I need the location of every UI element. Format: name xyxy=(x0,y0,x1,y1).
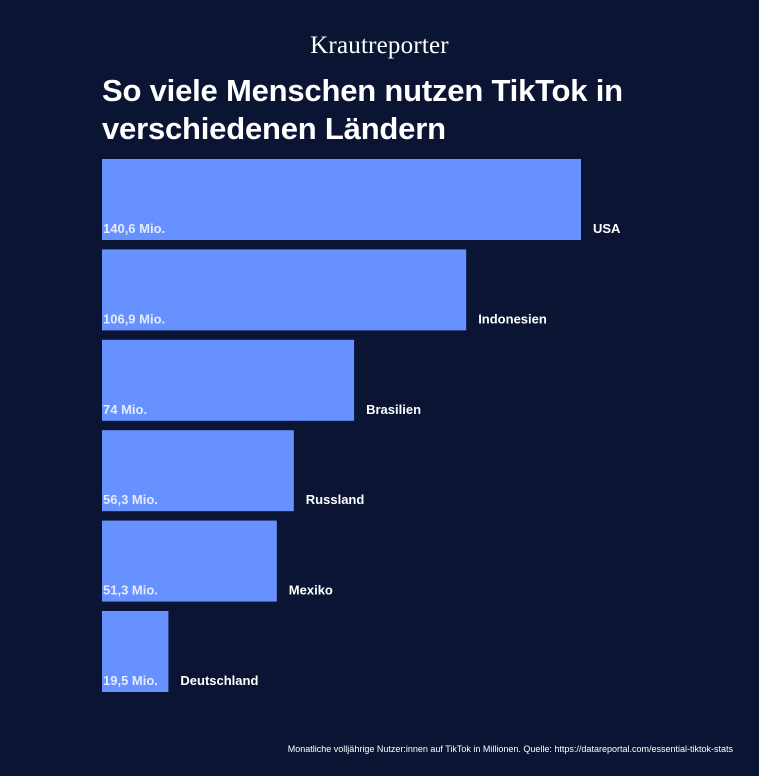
brand-logo: Krautreporter xyxy=(310,32,449,59)
bar-usa xyxy=(102,159,581,240)
bar-mexiko xyxy=(102,520,277,602)
bar-indonesien xyxy=(102,249,467,331)
value-label-mexiko: 51,3 Mio. xyxy=(103,583,158,598)
category-label-deutschland: Deutschland xyxy=(180,673,258,688)
source-note: Monatliche volljährige Nutzer:innen auf … xyxy=(287,744,733,754)
value-label-indonesien: 106,9 Mio. xyxy=(103,311,165,326)
value-label-russland: 56,3 Mio. xyxy=(103,492,158,507)
chart-title: So viele Menschen nutzen TikTok in versc… xyxy=(102,73,623,146)
bar-russland xyxy=(102,430,294,512)
category-label-usa: USA xyxy=(593,221,621,236)
value-label-brasilien: 74 Mio. xyxy=(103,402,147,417)
bar-deutschland xyxy=(102,611,169,692)
category-label-brasilien: Brasilien xyxy=(366,402,421,417)
category-label-russland: Russland xyxy=(306,492,365,507)
category-label-indonesien: Indonesien xyxy=(478,311,547,326)
value-label-usa: 140,6 Mio. xyxy=(103,221,165,236)
bar-brasilien xyxy=(102,339,355,421)
category-label-mexiko: Mexiko xyxy=(289,583,333,598)
value-label-deutschland: 19,5 Mio. xyxy=(103,673,158,688)
